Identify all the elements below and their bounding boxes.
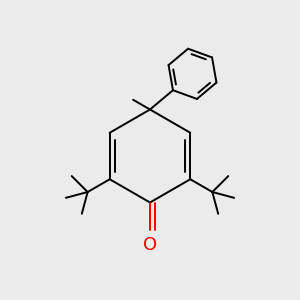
Text: O: O — [143, 236, 157, 254]
